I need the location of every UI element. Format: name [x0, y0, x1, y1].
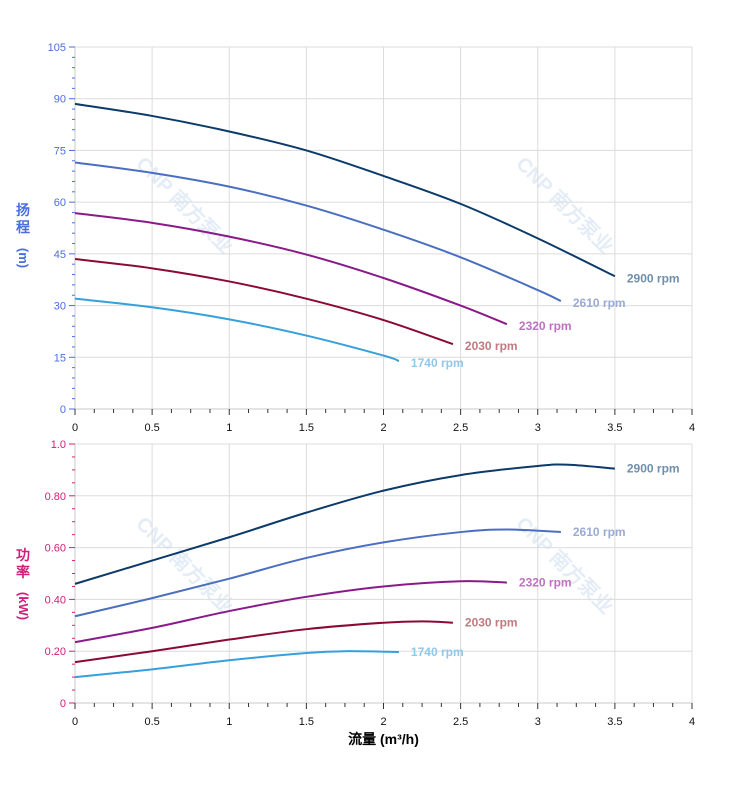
- x-tick-label: 2.5: [453, 716, 468, 728]
- x-tick-label: 4: [689, 422, 695, 434]
- x-tick-label: 4: [689, 716, 695, 728]
- y-tick-label: 1.0: [51, 439, 66, 451]
- y-tick-label: 0.80: [45, 491, 66, 503]
- series-line-2900-rpm: [74, 463, 615, 585]
- x-tick-label: 0.5: [144, 422, 159, 434]
- watermark-logo: CNP 南方泵业: [131, 512, 238, 619]
- x-tick-label: 3.5: [607, 422, 622, 434]
- x-tick-label: 3: [535, 716, 541, 728]
- watermark-logo: CNP 南方泵业: [511, 152, 618, 259]
- series-label: 2320 rpm: [519, 319, 572, 333]
- series-line-2900-rpm: [74, 102, 616, 278]
- power-chart: 0 0.20 0.40 0.60 0.80 1.0 0 0.5 1 1.5 2 2.5 3 3.5 4 功率 (…: [16, 439, 695, 747]
- y-tick-label: 30: [54, 301, 66, 313]
- x-tick-label: 0: [72, 716, 78, 728]
- y-tick-label: 0.20: [45, 646, 66, 658]
- series-line-2320-rpm: [74, 580, 507, 644]
- y-tick-label: 60: [54, 197, 66, 209]
- series-label: 2610 rpm: [573, 525, 626, 539]
- series-label: 2900 rpm: [627, 271, 680, 285]
- series-label: 2030 rpm: [465, 339, 518, 353]
- head-chart: 0 15 30 45 60 75 90 105 0 0.5 1 1.5 2 2.5 3 3.5 4 扬程 (m) 29…: [16, 42, 695, 434]
- y-tick-label: 45: [54, 249, 66, 261]
- y-axis-title-char: 功: [16, 547, 30, 563]
- y-tick-label: 75: [54, 145, 66, 157]
- x-tick-label: 2: [380, 422, 386, 434]
- x-tick-label: 1: [226, 716, 232, 728]
- y-axis-title-unit: (kW): [16, 592, 31, 620]
- series-label: 1740 rpm: [411, 645, 464, 659]
- y-tick-label: 0.60: [45, 543, 66, 555]
- x-tick-label: 3.5: [607, 716, 622, 728]
- watermark-logo: CNP 南方泵业: [131, 152, 238, 259]
- series-label: 1740 rpm: [411, 356, 464, 370]
- series-line-1740-rpm: [74, 297, 400, 363]
- y-axis-title-unit: (m): [16, 248, 31, 268]
- series-line-2030-rpm: [74, 620, 453, 664]
- series-label: 2900 rpm: [627, 462, 680, 476]
- y-axis-title-char: 程: [16, 219, 30, 235]
- series-line-2610-rpm: [74, 528, 561, 618]
- x-tick-label: 0: [72, 422, 78, 434]
- series-line-1740-rpm: [74, 650, 399, 679]
- series-line-2610-rpm: [74, 161, 562, 302]
- y-tick-label: 15: [54, 352, 66, 364]
- series-line-2320-rpm: [74, 212, 508, 326]
- y-axis-title-char: 扬: [16, 202, 30, 218]
- y-tick-label: 105: [48, 42, 66, 54]
- x-tick-label: 1.5: [299, 716, 314, 728]
- series-label: 2610 rpm: [573, 296, 626, 310]
- y-tick-label: 0: [60, 404, 66, 416]
- x-tick-label: 1: [226, 422, 232, 434]
- x-tick-label: 1.5: [299, 422, 314, 434]
- x-tick-label: 2.5: [453, 422, 468, 434]
- x-axis-title: 流量 (m³/h): [348, 731, 419, 747]
- series-label: 2030 rpm: [465, 616, 518, 630]
- x-tick-label: 3: [535, 422, 541, 434]
- y-tick-label: 90: [54, 94, 66, 106]
- series-label: 2320 rpm: [519, 576, 572, 590]
- series-line-2030-rpm: [74, 258, 454, 346]
- y-tick-label: 0.40: [45, 594, 66, 606]
- x-tick-label: 2: [380, 716, 386, 728]
- y-tick-label: 0: [60, 698, 66, 710]
- y-axis-title-char: 率: [16, 564, 30, 580]
- x-tick-label: 0.5: [144, 716, 159, 728]
